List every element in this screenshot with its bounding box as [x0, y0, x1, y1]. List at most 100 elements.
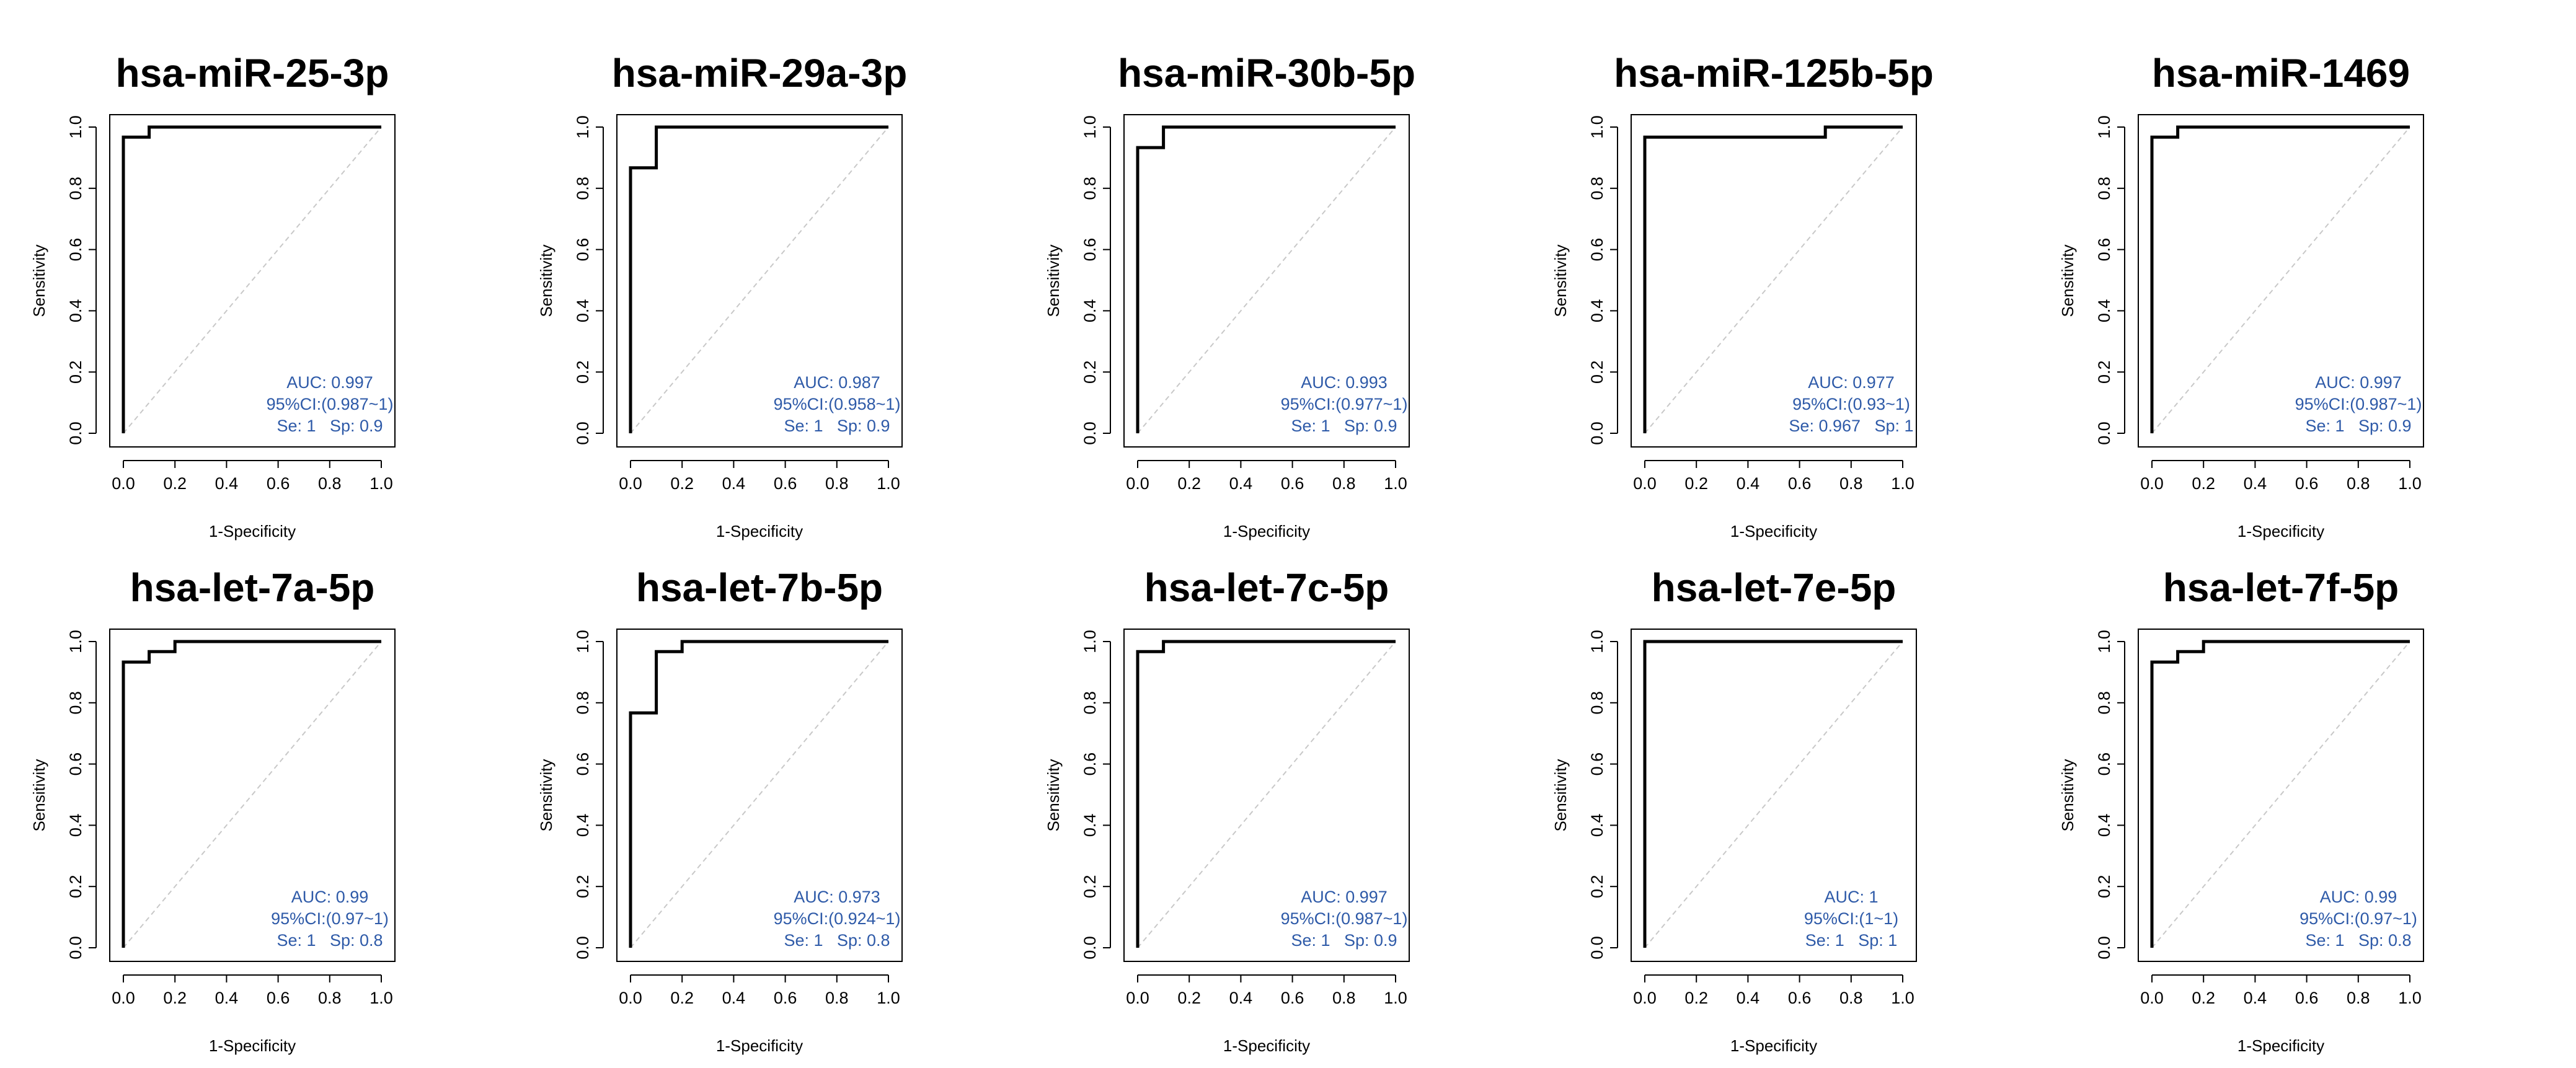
annotation-line: Se: 1 Sp: 0.8 — [784, 931, 890, 950]
x-tick-label: 0.0 — [2140, 989, 2164, 1007]
y-tick-label: 0.6 — [2095, 752, 2113, 776]
x-axis-label: 1-Specificity — [716, 1036, 803, 1055]
diagonal-reference-line — [1137, 641, 1396, 948]
x-axis-label: 1-Specificity — [1223, 522, 1310, 541]
chart-title: hsa-miR-25-3p — [116, 51, 389, 95]
y-tick-label: 0.8 — [573, 177, 592, 200]
y-tick-label: 0.2 — [1588, 360, 1606, 384]
annotation-line: 95%CI:(0.987~1) — [267, 395, 394, 413]
x-tick-label: 0.8 — [318, 989, 342, 1007]
roc-curve — [1136, 125, 1396, 433]
x-tick-label: 0.2 — [670, 474, 694, 493]
x-tick-label: 0.8 — [2347, 474, 2370, 493]
roc-curve — [629, 125, 888, 433]
x-tick-label: 0.4 — [722, 989, 746, 1007]
annotation-line: Se: 1 Sp: 0.8 — [277, 931, 383, 950]
y-axis-label: Sensitivity — [1044, 244, 1063, 317]
x-tick-label: 0.8 — [1839, 474, 1863, 493]
y-tick-label: 0.6 — [573, 238, 592, 262]
y-tick-label: 0.4 — [1081, 814, 1099, 837]
x-tick-label: 0.2 — [163, 989, 187, 1007]
diagonal-reference-line — [123, 126, 382, 434]
y-tick-label: 0.4 — [1588, 814, 1606, 837]
x-tick-label: 0.8 — [825, 989, 849, 1007]
y-tick-label: 0.4 — [573, 814, 592, 837]
y-tick-label: 0.2 — [2095, 875, 2113, 898]
x-tick-label: 0.2 — [163, 474, 187, 493]
annotation-line: Se: 1 Sp: 0.9 — [1291, 417, 1397, 435]
diagonal-reference-line — [2151, 126, 2410, 434]
x-tick-label: 1.0 — [1384, 989, 1407, 1007]
x-tick-label: 1.0 — [1891, 989, 1914, 1007]
annotation-line: AUC: 0.997 — [1301, 888, 1388, 906]
annotation-line: Se: 1 Sp: 0.9 — [2305, 417, 2411, 435]
annotation-line: AUC: 0.99 — [2320, 888, 2397, 906]
x-tick-label: 0.0 — [619, 989, 642, 1007]
roc-panel: hsa-miR-30b-5p 0.0 0.2 0.4 0.6 0.8 1.0 1-Specif… — [1044, 51, 1415, 541]
x-axis-label: 1-Specificity — [1223, 1036, 1310, 1055]
y-tick-label: 0.2 — [573, 360, 592, 384]
annotation-line: 95%CI:(0.97~1) — [271, 909, 389, 928]
y-tick-label: 1.0 — [66, 630, 85, 653]
plot-frame — [2138, 629, 2424, 962]
y-axis-label: Sensitivity — [537, 759, 555, 831]
annotation-line: 95%CI:(0.93~1) — [1792, 395, 1910, 413]
roc-curve — [122, 125, 381, 433]
y-tick-label: 0.8 — [66, 177, 85, 200]
y-tick-label: 0.4 — [2095, 299, 2113, 323]
x-tick-label: 0.6 — [1281, 989, 1304, 1007]
x-tick-label: 0.2 — [670, 989, 694, 1007]
x-tick-label: 1.0 — [370, 474, 393, 493]
x-tick-label: 0.6 — [2295, 474, 2319, 493]
annotation-line: Se: 1 Sp: 1 — [1805, 931, 1898, 950]
y-tick-label: 0.4 — [1588, 299, 1606, 323]
x-tick-label: 1.0 — [877, 474, 900, 493]
y-tick-label: 0.2 — [66, 360, 85, 384]
y-tick-label: 0.0 — [573, 421, 592, 445]
roc-panel: hsa-miR-29a-3p 0.0 0.2 0.4 0.6 0.8 1.0 1-Specif… — [537, 51, 907, 541]
annotation-line: 95%CI:(0.958~1) — [774, 395, 901, 413]
roc-panel: hsa-let-7f-5p 0.0 0.2 0.4 0.6 0.8 1.0 1-Specifi… — [2058, 565, 2424, 1055]
chart-title: hsa-let-7f-5p — [2163, 565, 2399, 610]
y-tick-label: 0.2 — [1588, 875, 1606, 898]
plot-frame — [2138, 114, 2424, 448]
y-axis-label: Sensitivity — [30, 244, 48, 317]
roc-panel: hsa-miR-125b-5p 0.0 0.2 0.4 0.6 0.8 1.0 1-Speci… — [1551, 51, 1934, 541]
x-tick-label: 0.8 — [825, 474, 849, 493]
y-tick-label: 0.0 — [2095, 936, 2113, 960]
x-tick-label: 0.4 — [722, 474, 746, 493]
x-tick-label: 0.2 — [1177, 989, 1201, 1007]
x-tick-label: 0.2 — [2192, 989, 2215, 1007]
plot-frame — [1631, 629, 1917, 962]
x-tick-label: 0.8 — [318, 474, 342, 493]
x-tick-label: 0.6 — [267, 989, 290, 1007]
chart-title: hsa-miR-29a-3p — [612, 51, 908, 95]
annotation-line: 95%CI:(0.977~1) — [1281, 395, 1408, 413]
y-tick-label: 0.6 — [66, 238, 85, 262]
x-tick-label: 0.4 — [1737, 989, 1760, 1007]
x-tick-label: 0.6 — [2295, 989, 2319, 1007]
roc-panel: hsa-let-7b-5p 0.0 0.2 0.4 0.6 0.8 1.0 1-Specifi… — [537, 565, 903, 1055]
x-axis-label: 1-Specificity — [209, 1036, 296, 1055]
y-tick-label: 0.4 — [66, 299, 85, 323]
diagonal-reference-line — [2151, 641, 2410, 948]
y-tick-label: 0.6 — [573, 752, 592, 776]
x-tick-label: 0.4 — [1737, 474, 1760, 493]
annotation-line: Se: 1 Sp: 0.8 — [2305, 931, 2411, 950]
roc-curve — [2150, 125, 2410, 433]
x-axis-label: 1-Specificity — [1730, 1036, 1817, 1055]
y-tick-label: 0.0 — [1588, 421, 1606, 445]
y-tick-label: 0.6 — [66, 752, 85, 776]
annotation-line: Se: 1 Sp: 0.9 — [277, 417, 383, 435]
y-axis-label: Sensitivity — [1044, 759, 1063, 831]
y-tick-label: 0.8 — [573, 691, 592, 715]
x-tick-label: 0.4 — [1229, 989, 1253, 1007]
y-tick-label: 0.4 — [2095, 814, 2113, 837]
x-tick-label: 1.0 — [2398, 989, 2422, 1007]
x-tick-label: 0.0 — [1633, 474, 1657, 493]
roc-curve — [1643, 125, 1903, 433]
roc-curve — [1136, 640, 1396, 948]
x-axis-label: 1-Specificity — [2237, 1036, 2324, 1055]
x-tick-label: 0.8 — [1332, 989, 1356, 1007]
roc-panel: hsa-let-7a-5p 0.0 0.2 0.4 0.6 0.8 1.0 1-Specifi… — [30, 565, 396, 1055]
